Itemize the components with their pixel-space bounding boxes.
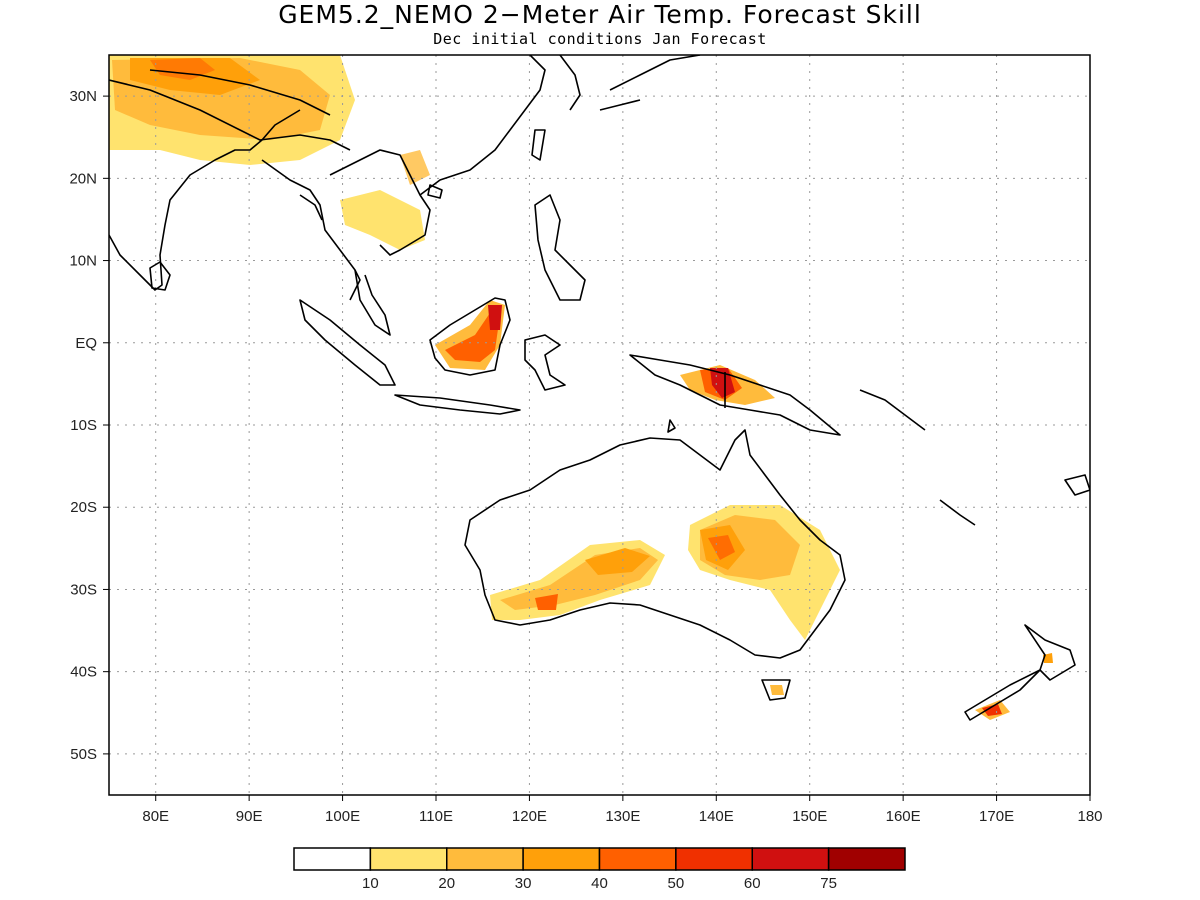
colorbar-label: 10 xyxy=(362,875,379,892)
map-gridlines xyxy=(109,55,1090,795)
colorbar: 10 20 30 40 50 60 75 xyxy=(293,847,906,892)
colorbar-swatch xyxy=(827,847,906,871)
lat-tick-label: EQ xyxy=(75,335,97,352)
lon-tick-label: 170E xyxy=(979,808,1014,825)
colorbar-swatch xyxy=(293,847,372,871)
map-axes: 80E 90E 100E 110E 120E 130E 140E 150E 160E 170E 18… xyxy=(69,88,1102,825)
lat-tick-label: 30N xyxy=(69,88,97,105)
lon-tick-label: 160E xyxy=(886,808,921,825)
lat-tick-label: 20S xyxy=(70,499,97,516)
colorbar-swatch xyxy=(598,847,677,871)
colorbar-swatch xyxy=(369,847,448,871)
colorbar-label: 60 xyxy=(744,875,761,892)
lat-tick-label: 30S xyxy=(70,581,97,598)
lon-tick-label: 140E xyxy=(699,808,734,825)
lat-tick-label: 40S xyxy=(70,664,97,681)
lon-tick-label: 130E xyxy=(605,808,640,825)
chart-subtitle: Dec initial conditions Jan Forecast xyxy=(433,30,767,48)
lon-tick-label: 80E xyxy=(142,808,169,825)
colorbar-swatch xyxy=(446,847,524,871)
lon-tick-label: 150E xyxy=(792,808,827,825)
colorbar-label: 40 xyxy=(591,875,608,892)
skill-shading xyxy=(109,55,1053,720)
lon-tick-label: 100E xyxy=(325,808,360,825)
lat-tick-label: 50S xyxy=(70,746,97,763)
lon-tick-label: 180 xyxy=(1077,808,1102,825)
lat-tick-label: 10S xyxy=(70,417,97,434)
colorbar-label: 30 xyxy=(515,875,532,892)
chart-title: GEM5.2_NEMO 2−Meter Air Temp. Forecast S… xyxy=(278,0,922,29)
colorbar-label: 20 xyxy=(438,875,455,892)
colorbar-label: 50 xyxy=(668,875,685,892)
lat-tick-label: 10N xyxy=(69,253,97,270)
lon-tick-label: 110E xyxy=(419,808,453,825)
colorbar-swatch xyxy=(751,847,830,871)
colorbar-swatch xyxy=(675,847,753,871)
lon-tick-label: 90E xyxy=(236,808,263,825)
coastlines xyxy=(109,55,1090,721)
colorbar-swatch xyxy=(522,847,601,871)
lon-tick-label: 120E xyxy=(512,808,547,825)
lat-tick-label: 20N xyxy=(69,170,97,187)
colorbar-label: 75 xyxy=(820,875,837,892)
